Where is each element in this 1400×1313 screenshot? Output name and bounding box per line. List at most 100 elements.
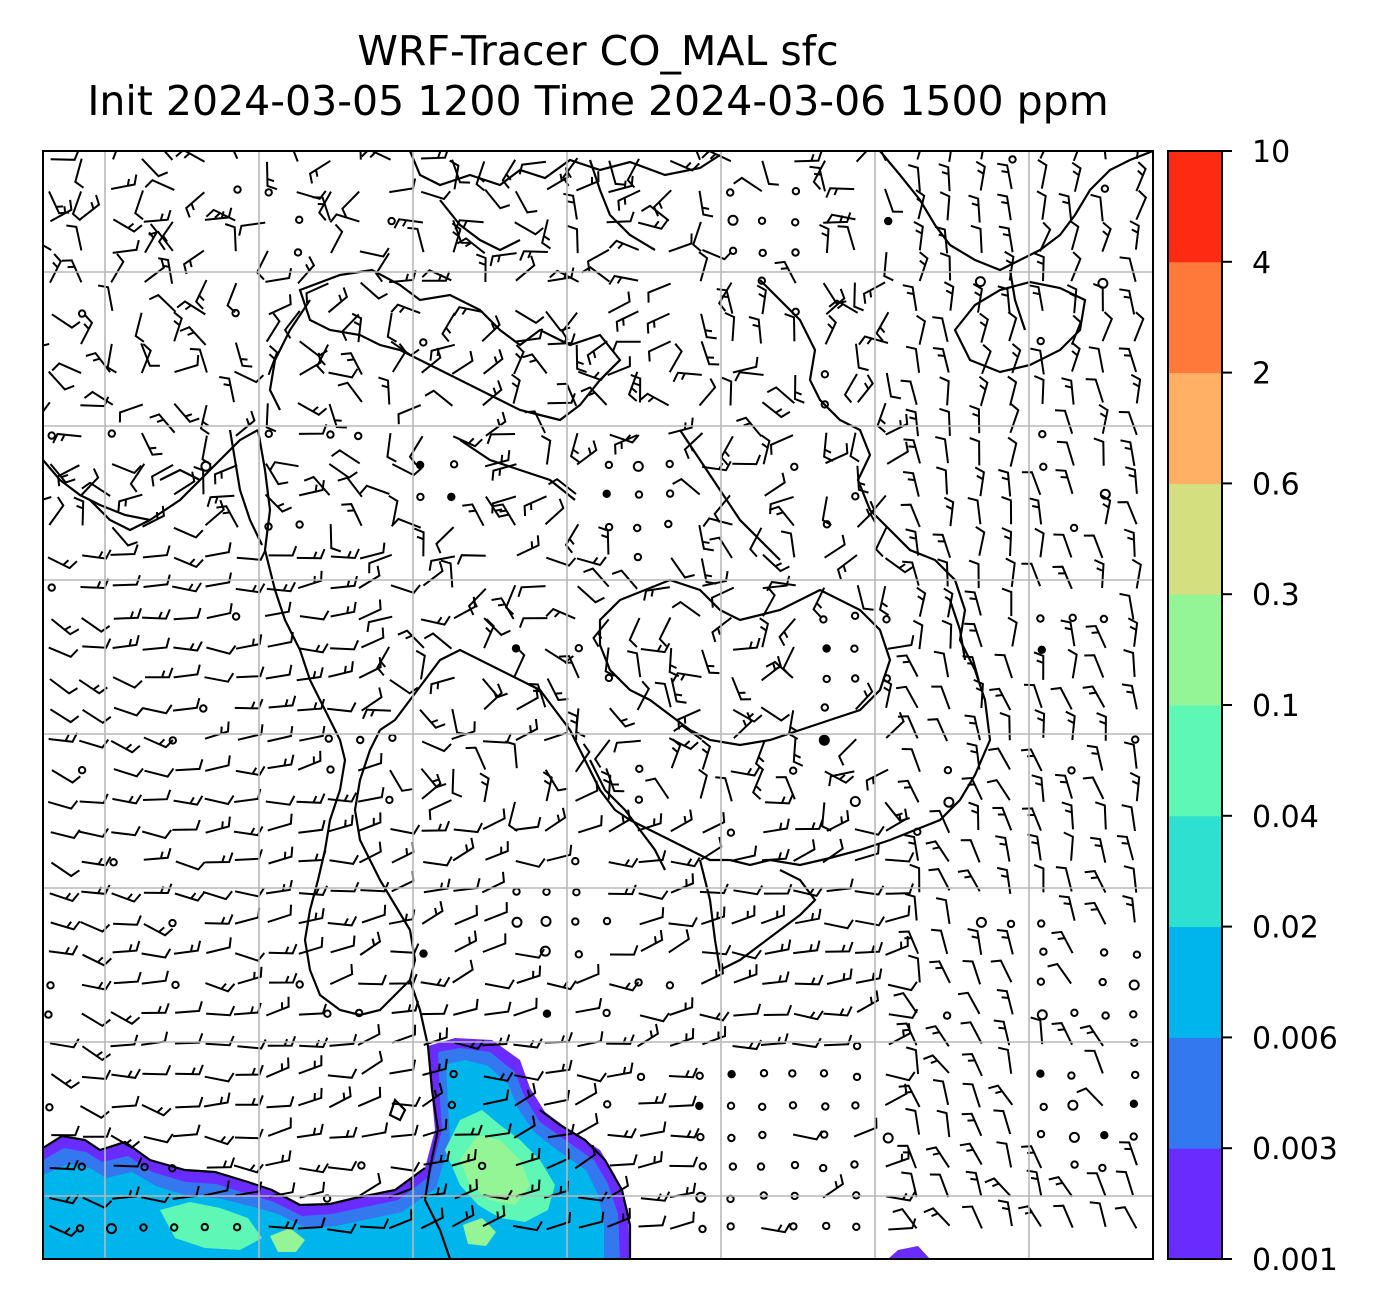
wind-barb bbox=[606, 1175, 630, 1200]
wind-barb bbox=[235, 410, 256, 437]
wind-barb bbox=[111, 892, 142, 903]
wind-barb bbox=[112, 634, 140, 649]
wind-barb bbox=[1101, 221, 1112, 252]
calm-wind-marker bbox=[354, 1008, 364, 1018]
wind-barb bbox=[856, 585, 874, 611]
wind-barb bbox=[1007, 616, 1018, 647]
wind-barb bbox=[822, 838, 844, 864]
wind-barb bbox=[575, 344, 587, 374]
wind-barb bbox=[544, 498, 565, 525]
wind-barb bbox=[975, 526, 986, 556]
wind-barb bbox=[606, 211, 635, 224]
wind-barb bbox=[1039, 221, 1052, 252]
calm-wind-marker bbox=[820, 1130, 829, 1139]
calm-wind-marker bbox=[727, 1070, 736, 1079]
wind-barb bbox=[1052, 565, 1073, 590]
calm-wind-marker bbox=[850, 1160, 859, 1169]
calm-wind-marker bbox=[728, 246, 738, 256]
wind-barb bbox=[903, 438, 921, 464]
calm-wind-marker bbox=[758, 1102, 767, 1112]
wind-barb bbox=[360, 627, 385, 649]
wind-barb bbox=[1007, 436, 1018, 467]
wind-barb bbox=[175, 1096, 204, 1109]
wind-barb bbox=[489, 252, 517, 267]
wind-barb bbox=[823, 919, 854, 930]
wind-barb bbox=[837, 738, 857, 766]
wind-barb bbox=[516, 535, 540, 557]
wind-barb bbox=[967, 928, 983, 955]
wind-barb bbox=[50, 618, 80, 636]
wind-barb bbox=[360, 281, 388, 300]
wind-barb bbox=[1037, 159, 1048, 189]
wind-barb bbox=[701, 649, 720, 675]
wind-barb bbox=[327, 792, 358, 803]
wind-barb bbox=[893, 992, 918, 1014]
wind-barb bbox=[328, 814, 354, 833]
wind-barb bbox=[81, 617, 111, 633]
wind-barb bbox=[224, 223, 237, 252]
wind-barb bbox=[110, 544, 139, 556]
calm-wind-marker bbox=[821, 1102, 830, 1111]
calm-wind-marker bbox=[107, 429, 117, 438]
wind-barb bbox=[144, 179, 175, 191]
wind-barb bbox=[206, 645, 237, 655]
calm-wind-marker bbox=[1129, 1132, 1138, 1141]
calm-wind-marker bbox=[1036, 1069, 1045, 1078]
wind-barb bbox=[453, 596, 477, 620]
colorbar-tick-label: 0.02 bbox=[1252, 911, 1319, 946]
wind-barb bbox=[341, 503, 363, 527]
wind-barb bbox=[1007, 375, 1018, 406]
wind-barb bbox=[905, 1046, 920, 1075]
calm-wind-marker bbox=[726, 828, 736, 837]
wind-barb bbox=[413, 527, 425, 557]
wind-barb bbox=[267, 754, 295, 770]
wind-barb bbox=[699, 1011, 730, 1022]
wind-barb bbox=[423, 856, 453, 867]
wind-barb bbox=[327, 1160, 358, 1172]
wind-barb bbox=[451, 721, 476, 741]
wind-barb bbox=[264, 493, 293, 513]
wind-barb bbox=[48, 945, 79, 956]
wind-barb bbox=[668, 343, 683, 373]
wind-barb bbox=[515, 1179, 541, 1198]
wind-barb bbox=[898, 930, 920, 954]
wind-barb bbox=[932, 347, 950, 373]
wind-barb bbox=[670, 557, 695, 579]
wind-barb bbox=[173, 402, 200, 423]
wind-barb bbox=[234, 952, 266, 962]
wind-barb bbox=[731, 905, 756, 925]
wind-barb bbox=[175, 860, 206, 871]
wind-barb bbox=[763, 818, 790, 834]
wind-barb bbox=[824, 534, 846, 559]
wind-barb bbox=[173, 795, 204, 806]
wind-barb bbox=[1065, 710, 1076, 741]
wind-barb bbox=[199, 404, 210, 435]
wind-barb bbox=[158, 257, 174, 284]
wind-barb bbox=[296, 793, 326, 804]
wind-barb bbox=[793, 1010, 824, 1021]
wind-barb bbox=[48, 646, 79, 658]
wind-barb bbox=[359, 931, 382, 956]
calm-wind-marker bbox=[852, 1072, 862, 1082]
wind-barb bbox=[491, 495, 517, 514]
wind-barb bbox=[645, 777, 670, 800]
wind-barb bbox=[1086, 1172, 1107, 1196]
wind-barb bbox=[821, 496, 832, 527]
calm-wind-marker bbox=[385, 795, 394, 805]
wind-barb bbox=[265, 795, 296, 806]
calm-wind-marker bbox=[726, 188, 735, 197]
calm-wind-marker bbox=[293, 248, 303, 257]
wind-barb bbox=[327, 287, 349, 314]
calm-wind-marker bbox=[1128, 979, 1140, 991]
calm-wind-marker bbox=[975, 916, 987, 928]
wind-barb bbox=[408, 435, 424, 466]
wind-barb bbox=[327, 915, 358, 927]
wind-barb bbox=[912, 619, 924, 650]
wind-barb bbox=[997, 285, 1011, 313]
wind-barb bbox=[157, 221, 174, 251]
calm-wind-marker bbox=[295, 215, 304, 225]
calm-wind-marker bbox=[77, 309, 87, 318]
wind-barb bbox=[407, 226, 425, 253]
wind-barb bbox=[677, 708, 701, 730]
